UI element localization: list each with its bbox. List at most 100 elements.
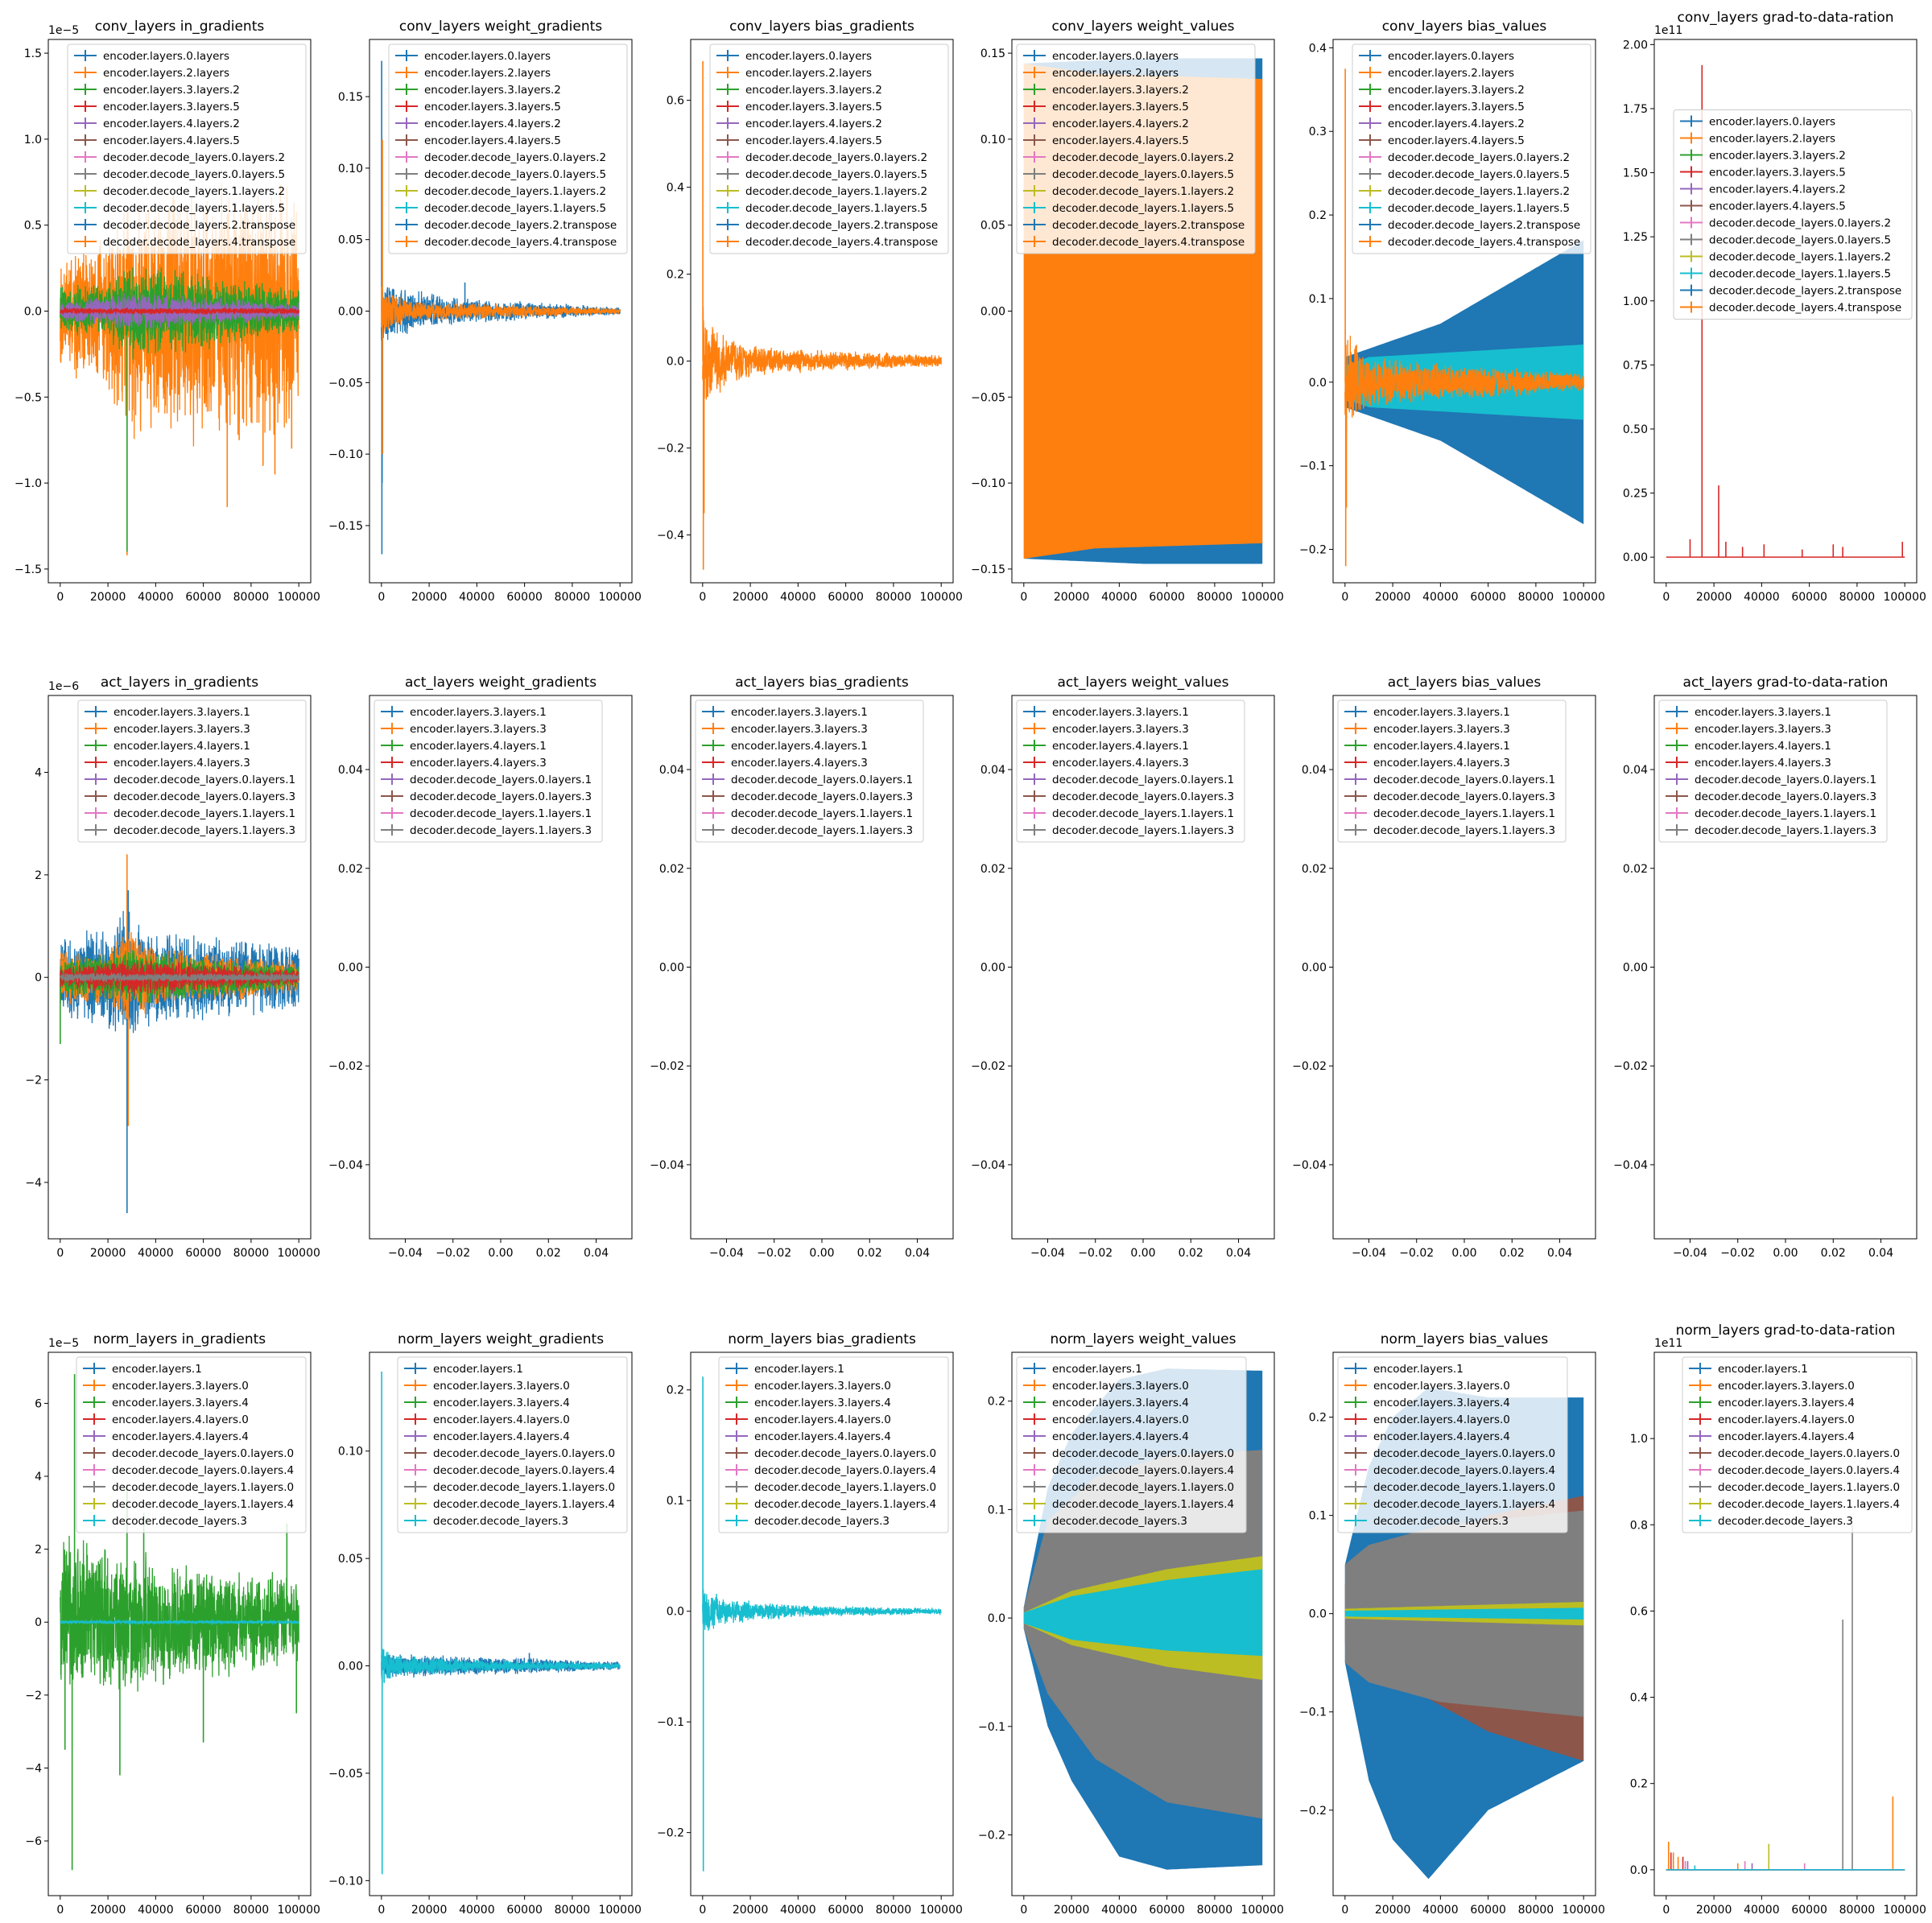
legend-entry: encoder.layers.4.layers.2 (1052, 118, 1189, 130)
plot-area (1344, 68, 1584, 567)
legend-entry: encoder.layers.1 (1718, 1363, 1808, 1376)
legend-entry: decoder.decode_layers.0.layers.5 (424, 168, 606, 181)
x-tick-label: 40000 (780, 591, 816, 604)
legend-entry: decoder.decode_layers.1.layers.0 (433, 1481, 615, 1494)
x-tick-label: 20000 (1696, 591, 1732, 604)
y-tick-label: 0.00 (338, 306, 363, 319)
x-tick-label: 0.00 (1451, 1247, 1476, 1260)
legend-entry: decoder.decode_layers.0.layers.4 (1052, 1464, 1234, 1477)
legend-entry: encoder.layers.2.layers (1709, 133, 1835, 146)
y-tick-label: −0.04 (971, 1159, 1005, 1172)
x-tick-label: 0 (1662, 591, 1670, 604)
chart-title: act_layers bias_values (1388, 675, 1542, 691)
legend-entry: encoder.layers.4.layers.0 (1718, 1413, 1855, 1426)
y-tick-label: −0.15 (328, 520, 363, 533)
axis-offset-label: 1e11 (1654, 24, 1682, 37)
y-tick-label: 0.0 (1309, 377, 1327, 390)
legend-entry: decoder.decode_layers.0.layers.1 (731, 774, 913, 786)
legend-box (1673, 109, 1913, 320)
legend-box (1352, 43, 1591, 254)
legend-entry: encoder.layers.4.layers.3 (1695, 757, 1831, 770)
legend-entry: encoder.layers.3.layers.3 (1052, 723, 1189, 736)
x-tick-label: 20000 (733, 591, 769, 604)
legend-entry: encoder.layers.3.layers.5 (103, 101, 240, 113)
axes-frame (690, 1351, 954, 1896)
legend-box (1016, 43, 1256, 254)
x-tick-label: 0 (1020, 1904, 1027, 1917)
legend-entry: decoder.decode_layers.0.layers.3 (731, 790, 913, 803)
axes-frame (1332, 39, 1596, 584)
legend-entry: encoder.layers.3.layers.5 (745, 101, 882, 113)
x-tick-label: 0.00 (488, 1247, 513, 1260)
x-tick-label: 100000 (919, 591, 962, 604)
legend-entry: encoder.layers.3.layers.5 (1388, 101, 1525, 113)
y-tick-label: 1.00 (1623, 295, 1648, 308)
legend-entry: encoder.layers.2.layers (103, 67, 229, 80)
legend-entry: decoder.decode_layers.0.layers.2 (1388, 151, 1570, 164)
legend-entry: encoder.layers.0.layers (1388, 50, 1514, 63)
legend-entry: decoder.decode_layers.0.layers.5 (1388, 168, 1570, 181)
legend: encoder.layers.1 encoder.layers.3.layers.… (1016, 1356, 1247, 1533)
legend-entry: encoder.layers.3.layers.2 (1052, 84, 1189, 97)
x-tick-label: −0.04 (1673, 1247, 1707, 1260)
legend-entry: decoder.decode_layers.2.transpose (103, 219, 295, 232)
legend-entry: encoder.layers.2.layers (745, 67, 872, 80)
y-tick-label: 2.00 (1623, 39, 1648, 52)
y-tick-label: 0.00 (980, 962, 1005, 975)
x-tick-label: 20000 (1054, 1904, 1090, 1917)
legend-entry: decoder.decode_layers.0.layers.1 (1052, 774, 1234, 786)
y-tick-label: 0.04 (980, 764, 1005, 777)
legend-entry: decoder.decode_layers.2.transpose (424, 219, 617, 232)
y-tick-label: 0.15 (338, 91, 363, 104)
legend-box (1658, 699, 1888, 843)
legend-box (67, 43, 307, 254)
y-tick-label: 0.25 (1623, 488, 1648, 501)
series-decoder.decode_layers.3 (1666, 1865, 1905, 1871)
series-decoder.decode_layers.3 (702, 1376, 942, 1871)
x-tick-label: 100000 (1241, 591, 1283, 604)
legend-entry: encoder.layers.4.layers.4 (754, 1430, 891, 1443)
legend-entry: encoder.layers.0.layers (1709, 116, 1835, 129)
x-tick-label: 100000 (277, 1247, 320, 1260)
legend-entry: decoder.decode_layers.1.layers.1 (410, 807, 592, 820)
y-tick-label: −0.02 (650, 1060, 684, 1073)
y-tick-label: 6 (35, 1397, 42, 1410)
legend: encoder.layers.3.layers.1 encoder.layers.… (1016, 699, 1245, 843)
y-tick-label: 0.02 (659, 863, 684, 876)
legend-entry: encoder.layers.3.layers.2 (745, 84, 882, 97)
x-tick-label: 60000 (828, 1904, 864, 1917)
y-tick-label: −6 (25, 1835, 42, 1848)
y-tick-label: 0.2 (667, 1384, 684, 1397)
legend-entry: encoder.layers.4.layers.5 (745, 134, 882, 147)
legend-entry: decoder.decode_layers.1.layers.1 (731, 807, 913, 820)
legend-entry: decoder.decode_layers.1.layers.1 (1373, 807, 1555, 820)
legend-entry: encoder.layers.3.layers.1 (1052, 706, 1189, 719)
axis-offset-label: 1e11 (1654, 1337, 1682, 1350)
legend-entry: encoder.layers.3.layers.3 (1373, 723, 1510, 736)
legend-entry: encoder.layers.0.layers (1052, 50, 1179, 63)
chart-panel-14: 0 20000 40000 60000 80000 100000 −0.10 −0.05 0.0… (328, 1331, 642, 1917)
chart-title: act_layers grad-to-data-ration (1683, 675, 1889, 691)
chart-panel-1: 0 20000 40000 60000 80000 100000 −1.5 −1.0 −0.5 0… (14, 19, 320, 604)
legend: encoder.layers.0.layers encoder.layers.2.… (1016, 43, 1256, 254)
legend-entry: encoder.layers.4.layers.3 (1373, 757, 1510, 770)
y-tick-label: 0.04 (338, 764, 363, 777)
y-tick-label: 1.75 (1623, 103, 1648, 116)
y-tick-label: 0.1 (1309, 1510, 1327, 1523)
legend-entry: encoder.layers.3.layers.0 (433, 1380, 570, 1393)
legend-entry: decoder.decode_layers.0.layers.4 (1373, 1464, 1555, 1477)
legend-entry: decoder.decode_layers.1.layers.3 (1695, 824, 1876, 837)
legend-entry: decoder.decode_layers.1.layers.2 (1709, 251, 1891, 264)
trace-encoder.layers.3.layers.4 (60, 1535, 299, 1692)
chart-title: act_layers in_gradients (101, 675, 258, 691)
plot-area (60, 854, 299, 1214)
y-tick-label: −0.05 (328, 377, 363, 390)
y-tick-label: 0.15 (980, 47, 1005, 60)
legend-entry: decoder.decode_layers.0.layers.1 (410, 774, 592, 786)
trace-decoder.decode_layers.4.transpose (381, 287, 621, 333)
chart-title: norm_layers bias_gradients (728, 1331, 916, 1347)
x-tick-label: 0 (699, 591, 706, 604)
axes-frame (1332, 1351, 1596, 1896)
legend-entry: encoder.layers.3.layers.4 (1718, 1397, 1855, 1409)
legend-entry: decoder.decode_layers.1.layers.5 (745, 202, 927, 215)
